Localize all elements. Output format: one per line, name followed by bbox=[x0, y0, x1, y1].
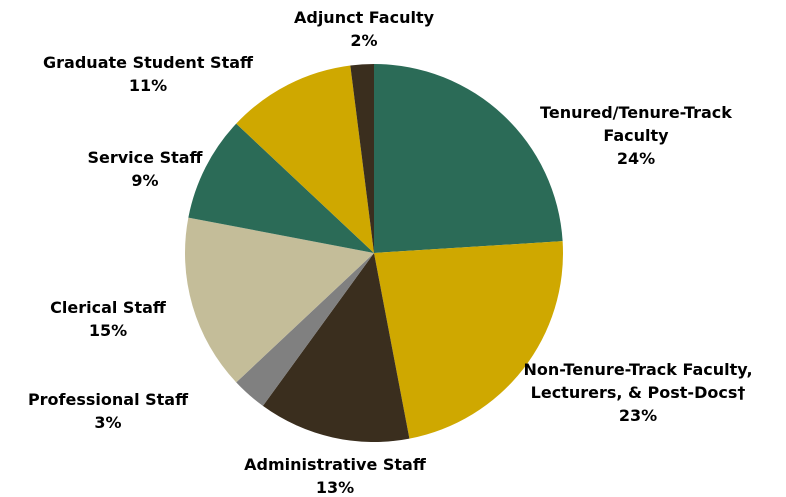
slice-name: Tenured/Tenure-Track Faculty bbox=[540, 103, 732, 145]
slice-value: 2% bbox=[350, 31, 378, 50]
slice-name: Professional Staff bbox=[27, 390, 189, 409]
pie-slice bbox=[374, 64, 563, 253]
slice-label: Tenured/Tenure-Track Faculty 24% bbox=[516, 101, 756, 170]
slice-name: Administrative Staff bbox=[244, 455, 426, 474]
slice-name: Clerical Staff bbox=[50, 298, 166, 317]
slice-label: Administrative Staff 13% bbox=[205, 453, 465, 497]
slice-name: Graduate Student Staff bbox=[43, 53, 253, 72]
slice-name: Service Staff bbox=[87, 148, 203, 167]
slice-label: Adjunct Faculty 2% bbox=[264, 6, 464, 52]
slice-name: Adjunct Faculty bbox=[293, 8, 435, 27]
pie-slice bbox=[262, 253, 410, 442]
slice-label: Service Staff 9% bbox=[45, 146, 245, 192]
slice-value: 13% bbox=[315, 478, 355, 497]
slice-name: Non-Tenure-Track Faculty, Lecturers, & P… bbox=[523, 360, 753, 402]
pie-slice bbox=[350, 64, 374, 253]
pie-slice bbox=[374, 241, 564, 439]
slice-label: Graduate Student Staff 11% bbox=[8, 51, 288, 97]
slice-value: 23% bbox=[618, 406, 658, 425]
slice-value: 15% bbox=[88, 321, 128, 340]
pie-slice bbox=[236, 65, 374, 253]
slice-value: 3% bbox=[94, 413, 122, 432]
slice-label: Non-Tenure-Track Faculty, Lecturers, & P… bbox=[493, 358, 783, 427]
slice-label: Professional Staff 3% bbox=[0, 388, 218, 434]
slice-label: Clerical Staff 15% bbox=[8, 296, 208, 342]
slice-value: 24% bbox=[616, 149, 656, 168]
slice-value: 9% bbox=[131, 171, 159, 190]
pie-slice bbox=[236, 253, 374, 406]
pie-slice bbox=[188, 123, 374, 253]
slice-value: 11% bbox=[128, 76, 168, 95]
pie-slice bbox=[185, 217, 374, 383]
